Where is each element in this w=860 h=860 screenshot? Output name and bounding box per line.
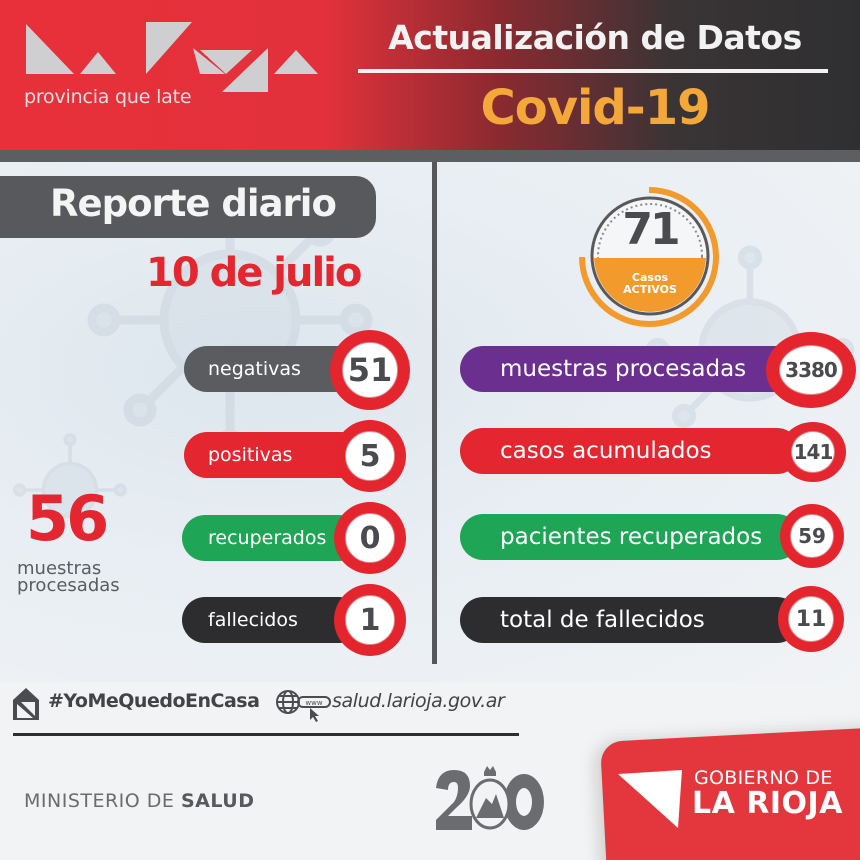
daily-fallecidos-value: 1 — [345, 595, 395, 645]
cumulative-recuperados-label: pacientes recuperados — [500, 524, 763, 550]
daily-fallecidos-label: fallecidos — [208, 609, 298, 631]
daily-recuperados-label: recuperados — [208, 527, 327, 549]
daily-fallecidos-pill: fallecidos — [182, 597, 362, 643]
active-cases-label-line2: ACTIVOS — [623, 283, 677, 296]
logo-tagline: provincia que late — [24, 86, 192, 108]
daily-recuperados-badge: 0 — [334, 502, 406, 574]
website-link[interactable]: salud.larioja.gov.ar — [332, 690, 505, 712]
globe-www-icon[interactable]: www — [276, 688, 332, 724]
www-badge: www — [305, 699, 322, 707]
header-strip — [0, 150, 860, 162]
cumulative-muestras-label: muestras procesadas — [500, 356, 747, 382]
active-cases-ring-icon — [579, 187, 719, 327]
cumulative-casos-badge: 141 — [780, 422, 846, 482]
ministry-name: MINISTERIO DE SALUD — [24, 790, 255, 812]
daily-negativas-label: negativas — [208, 358, 301, 380]
daily-recuperados-pill: recuperados — [182, 515, 362, 561]
cumulative-fallecidos-label: total de fallecidos — [500, 607, 705, 633]
active-cases-label: Casos ACTIVOS — [578, 272, 722, 296]
page-subtitle: Covid-19 — [480, 80, 710, 136]
virus-background-icon — [13, 433, 127, 519]
cumulative-casos-value: 141 — [791, 431, 835, 473]
cumulative-fallecidos-badge: 11 — [778, 586, 844, 652]
cumulative-casos-label: casos acumulados — [500, 438, 712, 464]
ministry-bold: SALUD — [180, 790, 255, 812]
footer-rule — [13, 733, 519, 736]
cumulative-recuperados-value: 59 — [790, 514, 834, 558]
daily-samples-label-line1: muestras — [17, 558, 102, 579]
anniversary-200-logo: 200 — [434, 764, 546, 836]
active-cases-value: 71 — [622, 204, 680, 255]
cumulative-recuperados-pill: pacientes recuperados — [460, 514, 800, 560]
daily-samples-total: 56 — [26, 482, 109, 555]
daily-samples-label: muestras procesadas — [17, 558, 120, 596]
cumulative-fallecidos-pill: total de fallecidos — [460, 597, 800, 643]
daily-fallecidos-badge: 1 — [334, 584, 406, 656]
government-line2: LA RIOJA — [692, 786, 843, 821]
cumulative-casos-pill: casos acumulados — [460, 428, 800, 474]
daily-recuperados-value: 0 — [345, 513, 395, 563]
daily-positivas-label: positivas — [208, 444, 293, 466]
government-triangle-icon — [618, 770, 682, 828]
hashtag-text: #YoMeQuedoEnCasa — [48, 690, 260, 712]
ministry-prefix: MINISTERIO DE — [24, 790, 181, 812]
house-icon — [13, 688, 39, 720]
cumulative-muestras-value: 3380 — [779, 345, 843, 395]
header-banner — [0, 0, 860, 150]
page-title: Actualización de Datos — [388, 18, 802, 57]
government-line1: GOBIERNO DE — [694, 767, 833, 789]
cumulative-fallecidos-value: 11 — [788, 596, 834, 642]
report-date: 10 de julio — [146, 250, 362, 296]
anniversary-emblem-icon — [436, 766, 544, 830]
daily-positivas-badge: 5 — [334, 420, 406, 492]
daily-report-banner — [0, 176, 376, 238]
la-rioja-logo-icon — [26, 22, 318, 92]
cumulative-muestras-badge: 3380 — [766, 332, 856, 408]
cumulative-muestras-pill: muestras procesadas — [460, 346, 800, 392]
daily-samples-label-line2: procesadas — [17, 575, 120, 596]
cumulative-recuperados-badge: 59 — [780, 504, 844, 568]
active-cases-gauge: 71 Casos ACTIVOS — [578, 186, 720, 328]
title-underline — [358, 69, 828, 73]
daily-negativas-value: 51 — [342, 342, 398, 398]
daily-negativas-badge: 51 — [330, 330, 410, 410]
daily-positivas-value: 5 — [345, 431, 395, 481]
active-cases-label-line1: Casos — [631, 271, 669, 284]
daily-report-heading: Reporte diario — [50, 182, 337, 225]
column-divider — [432, 162, 437, 664]
